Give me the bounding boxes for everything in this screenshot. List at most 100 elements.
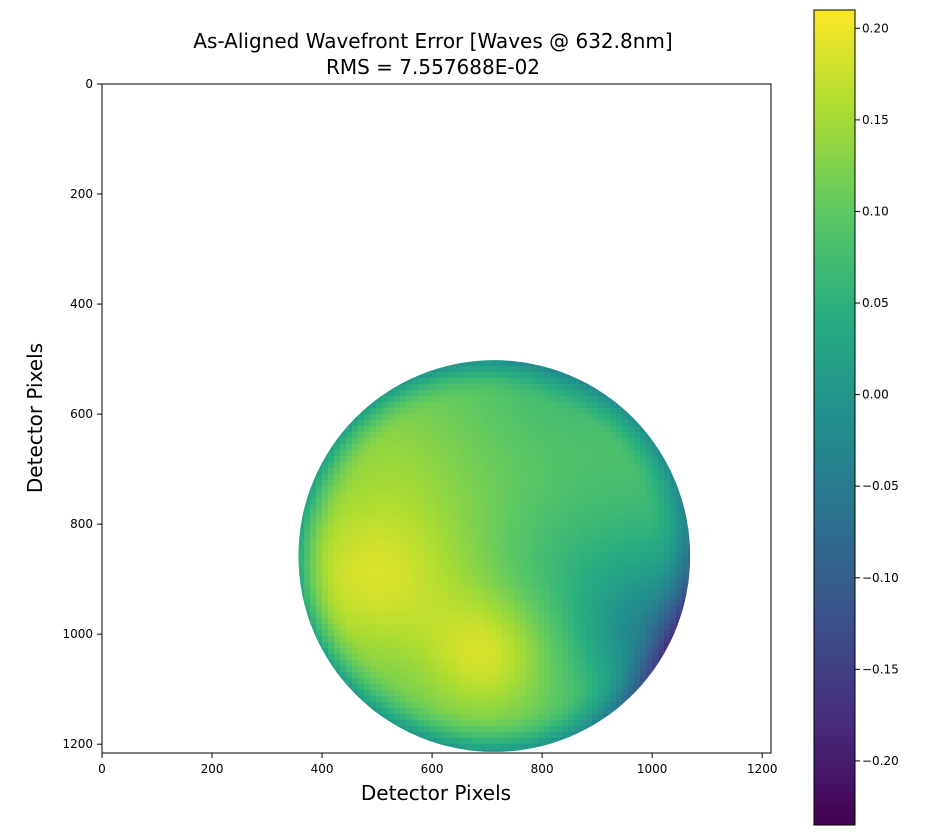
heatmap-cell [448, 606, 455, 613]
heatmap-cell [502, 396, 509, 403]
heatmap-cell [664, 594, 671, 601]
heatmap-cell [526, 708, 533, 715]
heatmap-cell [424, 564, 431, 571]
heatmap-cell [376, 450, 383, 457]
heatmap-cell [478, 486, 485, 493]
heatmap-cell [544, 414, 551, 421]
heatmap-cell [574, 570, 581, 577]
heatmap-cell [616, 612, 623, 619]
heatmap-cell [394, 720, 401, 727]
heatmap-cell [496, 390, 503, 397]
heatmap-cell [652, 462, 659, 469]
heatmap-cell [598, 648, 605, 655]
heatmap-cell [550, 612, 557, 619]
heatmap-cell [508, 528, 515, 535]
heatmap-cell [490, 630, 497, 637]
heatmap-cell [442, 654, 449, 661]
heatmap-cell [616, 660, 623, 667]
heatmap-cell [334, 618, 341, 625]
heatmap-cell [394, 714, 401, 721]
heatmap-cell [646, 636, 653, 643]
heatmap-cell [466, 492, 473, 499]
heatmap-cell [580, 624, 587, 631]
heatmap-cell [346, 570, 353, 577]
heatmap-cell [508, 504, 515, 511]
heatmap-cell [604, 402, 611, 409]
heatmap-cell [646, 516, 653, 523]
heatmap-cell [538, 378, 545, 385]
heatmap-cell [586, 594, 593, 601]
heatmap-cell [490, 738, 497, 745]
heatmap-cell [418, 672, 425, 679]
heatmap-cell [502, 528, 509, 535]
heatmap-cell [502, 402, 509, 409]
heatmap-cell [358, 432, 365, 439]
heatmap-cell [658, 486, 665, 493]
heatmap-cell [478, 498, 485, 505]
heatmap-cell [478, 402, 485, 409]
heatmap-cell [496, 648, 503, 655]
heatmap-cell [454, 726, 461, 733]
heatmap-cell [406, 474, 413, 481]
heatmap-cell [388, 714, 395, 721]
heatmap-cell [592, 702, 599, 709]
heatmap-cell [496, 642, 503, 649]
heatmap-cell [454, 708, 461, 715]
heatmap-cell [628, 450, 635, 457]
heatmap-cell [388, 642, 395, 649]
heatmap-cell [412, 672, 419, 679]
heatmap-cell [658, 624, 665, 631]
heatmap-cell [496, 570, 503, 577]
heatmap-cell [370, 492, 377, 499]
heatmap-cell [448, 468, 455, 475]
heatmap-cell [460, 630, 467, 637]
heatmap-cell [364, 594, 371, 601]
heatmap-cell [496, 618, 503, 625]
heatmap-cell [340, 660, 347, 667]
heatmap-cell [526, 732, 533, 739]
heatmap-cell [556, 612, 563, 619]
heatmap-cell [550, 396, 557, 403]
heatmap-cell [460, 486, 467, 493]
heatmap-cell [496, 594, 503, 601]
heatmap-cell [370, 546, 377, 553]
heatmap-cell [634, 522, 641, 529]
heatmap-cell [370, 612, 377, 619]
heatmap-cell [676, 522, 683, 529]
heatmap-cell [478, 696, 485, 703]
heatmap-cell [328, 618, 335, 625]
heatmap-cell [586, 468, 593, 475]
heatmap-cell [352, 426, 359, 433]
heatmap-cell [526, 498, 533, 505]
heatmap-cell [568, 540, 575, 547]
heatmap-cell [652, 624, 659, 631]
heatmap-cell [436, 444, 443, 451]
heatmap-cell [328, 498, 335, 505]
heatmap-cell [592, 582, 599, 589]
heatmap-cell [382, 606, 389, 613]
heatmap-cell [376, 642, 383, 649]
heatmap-cell [634, 618, 641, 625]
heatmap-cell [544, 576, 551, 583]
heatmap-cell [604, 546, 611, 553]
heatmap-cell [352, 594, 359, 601]
heatmap-cell [328, 642, 335, 649]
heatmap-cell [550, 708, 557, 715]
colorbar-tick-label: 0.20 [862, 21, 889, 35]
heatmap-cell [442, 468, 449, 475]
heatmap-cell [478, 492, 485, 499]
heatmap-cell [376, 582, 383, 589]
heatmap-cell [466, 624, 473, 631]
heatmap-cell [442, 732, 449, 739]
heatmap-cell [400, 720, 407, 727]
heatmap-cell [460, 432, 467, 439]
heatmap-cell [514, 492, 521, 499]
heatmap-cell [466, 360, 473, 367]
heatmap-cell [634, 480, 641, 487]
heatmap-cell [466, 738, 473, 745]
heatmap-cell [436, 702, 443, 709]
heatmap-cell [460, 558, 467, 565]
heatmap-cell [568, 462, 575, 469]
heatmap-cell [388, 534, 395, 541]
heatmap-cell [364, 450, 371, 457]
